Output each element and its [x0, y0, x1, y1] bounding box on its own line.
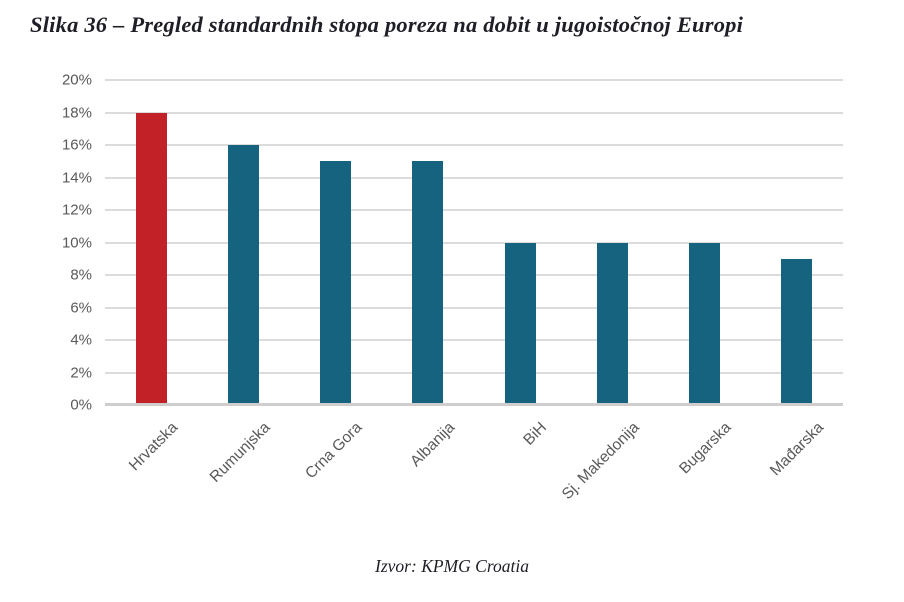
- y-tick-label: 14%: [61, 169, 92, 186]
- bar-bugarska: [689, 242, 721, 405]
- x-category-label: Mađarska: [766, 419, 827, 480]
- y-tick-label: 10%: [61, 234, 92, 251]
- x-category-label: Sj. Makedonija: [558, 419, 643, 503]
- x-category-label: Albanija: [406, 419, 458, 471]
- gridline: [105, 79, 843, 81]
- figure-title: Slika 36 – Pregled standardnih stopa por…: [30, 12, 744, 37]
- gridline: [105, 306, 843, 309]
- bar-chart-plot-area: [105, 79, 843, 406]
- x-category-label: BiH: [520, 419, 551, 449]
- y-tick-label: 16%: [61, 136, 92, 154]
- gridline: [105, 144, 843, 146]
- gridline: [105, 274, 843, 276]
- x-category-label: Crna Gora: [302, 419, 366, 483]
- x-axis-baseline: [105, 403, 843, 406]
- y-tick-label: 8%: [70, 266, 92, 284]
- gridline: [105, 371, 843, 374]
- bar-crna-gora: [320, 161, 352, 405]
- bar-rumunjska: [227, 145, 259, 405]
- source-caption: Izvor: KPMG Croatia: [375, 556, 529, 576]
- bar-sj-makedonija: [596, 242, 628, 405]
- x-category-label: Rumunjska: [206, 419, 274, 486]
- bar-hrvatska: [135, 112, 167, 405]
- gridline: [105, 209, 843, 211]
- gridline: [105, 339, 843, 341]
- y-tick-label: 0%: [70, 396, 92, 414]
- x-category-label: Hrvatska: [125, 419, 182, 475]
- gridline: [105, 111, 843, 114]
- y-tick-label: 12%: [61, 201, 92, 219]
- bar-ma-arska: [781, 258, 813, 405]
- x-category-label: Bugarska: [676, 419, 735, 478]
- bar-bih: [504, 242, 536, 405]
- y-axis-tick-labels: 0% 2% 4% 6% 8% 10% 12% 14% 16% 18% 20%: [0, 72, 92, 414]
- y-tick-label: 18%: [61, 104, 92, 121]
- y-tick-label: 20%: [61, 71, 92, 89]
- y-tick-label: 2%: [70, 364, 92, 381]
- x-axis-category-labels: Hrvatska Rumunjska Crna Gora Albanija BiH Sj.…: [105, 405, 843, 545]
- bar-albanija: [412, 161, 444, 405]
- y-tick-label: 4%: [70, 331, 92, 349]
- gridline: [105, 241, 843, 244]
- gridline: [105, 176, 843, 179]
- y-tick-label: 6%: [70, 299, 92, 316]
